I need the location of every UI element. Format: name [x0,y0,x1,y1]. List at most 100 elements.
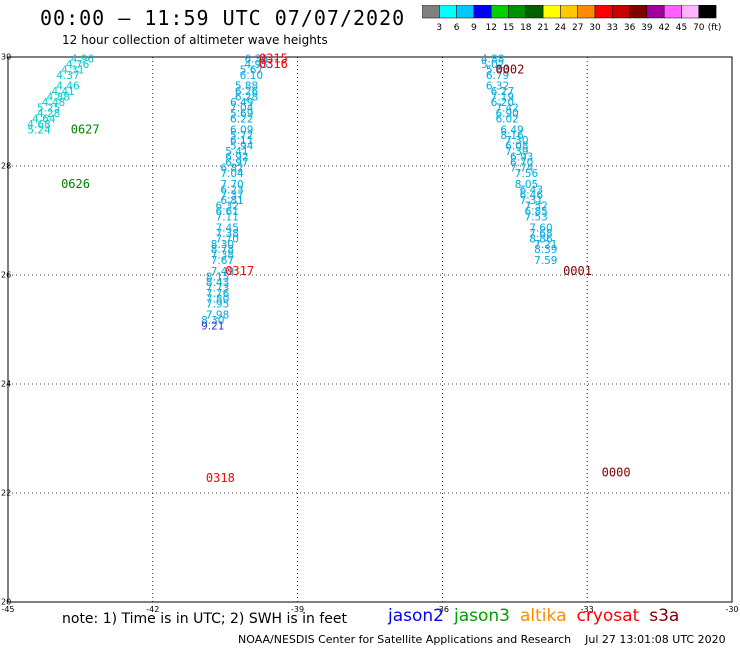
lat-tick-label: 30 [1,53,11,62]
swh-value: 8.78 [211,244,234,256]
lon-tick-label: -39 [291,605,304,614]
units-note: note: 1) Time is in UTC; 2) SWH is in fe… [62,611,348,627]
swh-value: 9.21 [201,321,224,333]
swh-value: 6.82 [220,162,243,174]
swh-value: 7.31 [520,195,543,207]
credit-line: NOAA/NESDIS Center for Satellite Applica… [238,633,726,646]
swh-value: 4.46 [56,81,80,93]
swh-value: 7.60 [529,222,552,234]
lon-tick-label: -42 [146,605,159,614]
swh-value: 6.26 [235,86,259,98]
swh-value: 6.85 [524,206,547,218]
pass-time-label: 0001 [563,264,592,278]
swh-value: 7.70 [216,233,239,245]
lat-tick-label: 26 [1,271,11,280]
swh-value: 7.21 [534,239,557,251]
swh-value: 4.93 [245,59,268,71]
legend-jason2: jason2 [388,606,444,626]
swh-value: 7.45 [216,222,239,234]
swh-value: 7.80 [206,293,229,305]
swh-value: 4.96 [71,53,95,65]
swh-value: 6.36 [245,53,269,65]
swh-value: 4.41 [51,86,74,98]
legend-jason3: jason3 [454,606,510,626]
colorbar-label: 15 [503,23,514,33]
swh-value: 7.04 [230,103,254,115]
lon-tick-label: -36 [436,605,449,614]
lat-tick-label: 24 [1,380,11,389]
swh-colorbar: 3 6 9 12 15 18 21 24 27 30 33 36 39 42 45 70 (ft) [422,5,721,33]
swh-value: 8.15 [206,271,229,283]
swh-value: 6.10 [240,70,263,82]
swh-value: 4.37 [56,70,79,82]
swh-value: 7.59 [534,255,557,267]
swh-value: 6.02 [495,113,518,125]
swh-value: 7.52 [524,201,547,213]
swh-value: 5.60 [486,64,509,76]
swh-value: 7.49 [211,266,234,278]
lat-tick-label: 22 [1,489,11,498]
satellite-track: 6.364.935.676.105.886.266.286.497.045.69… [201,53,268,332]
colorbar-label: 12 [485,23,496,33]
credit-org: NOAA/NESDIS Center for Satellite Applica… [238,633,572,646]
swh-value: 7.38 [216,228,239,240]
colorbar-label: 70 [693,23,705,33]
swh-value: 8.86 [529,233,553,245]
swh-value: 8.05 [515,179,538,191]
swh-value: 4.76 [66,59,90,71]
swh-value: 7.98 [206,310,229,322]
map-title: 00:00 – 11:59 UTC 07/07/2020 [40,6,406,30]
swh-value: 8.30 [211,239,234,251]
swh-value: 6.92 [225,152,248,164]
colorbar-label: 18 [520,23,532,33]
swh-value: 7.04 [220,168,244,180]
colorbar-label: 21 [537,23,548,33]
colorbar-label: 30 [589,23,601,33]
swh-value: 7.76 [206,288,230,300]
lon-tick-label: -33 [581,605,594,614]
legend-cryosat: cryosat [576,606,640,626]
swh-value: 7.73 [206,282,229,294]
swh-value: 4.48 [42,97,65,109]
colorbar-swatch [698,5,717,19]
map-subtitle: 12 hour collection of altimeter wave hei… [62,33,328,47]
swh-value: 4.28 [37,108,60,120]
swh-value: 5.69 [230,108,253,120]
swh-value: 4.88 [481,53,504,65]
colorbar-label: 39 [641,23,653,33]
swh-value: 5.24 [27,124,51,136]
colorbar-label: 6 [454,23,460,33]
swh-value: 7.74 [510,162,534,174]
legend-s3a: s3a [649,606,680,626]
swh-value: 6.22 [230,113,253,125]
swh-value: 7.38 [211,250,234,262]
colorbar-label: 45 [676,23,687,33]
swh-value: 8.30 [201,315,224,327]
satellite-legend: jason2 jason3 altika cryosat s3a [388,606,689,626]
swh-value: 5.72 [230,130,253,142]
swh-value: 6.11 [230,135,253,147]
swh-value: 6.43 [520,184,543,196]
swh-value: 5.94 [230,141,254,153]
colorbar-label: 9 [471,23,477,33]
swh-value: 6.32 [216,201,239,213]
swh-value: 7.68 [529,228,552,240]
swh-value: 6.28 [235,92,258,104]
swh-value: 7.30 [505,135,528,147]
swh-value: 6.23 [220,184,243,196]
pass-time-label: 0626 [61,177,90,191]
swh-value: 7.39 [505,146,528,158]
swh-value: 6.20 [491,97,514,109]
lon-tick-label: -30 [725,605,738,614]
pass-time-label: 0315 [259,51,288,65]
colorbar-label: 33 [607,23,618,33]
pass-time-label: 0318 [206,471,235,485]
swh-value: 6.49 [230,97,253,109]
swh-value: 6.93 [510,152,533,164]
swh-value: 7.53 [524,212,547,224]
legend-altika: altika [520,606,567,626]
swh-value: 5.02 [481,59,504,71]
swh-value: 4.68 [27,119,50,131]
swh-value: 4.31 [61,64,84,76]
swh-value: 8.43 [206,277,229,289]
